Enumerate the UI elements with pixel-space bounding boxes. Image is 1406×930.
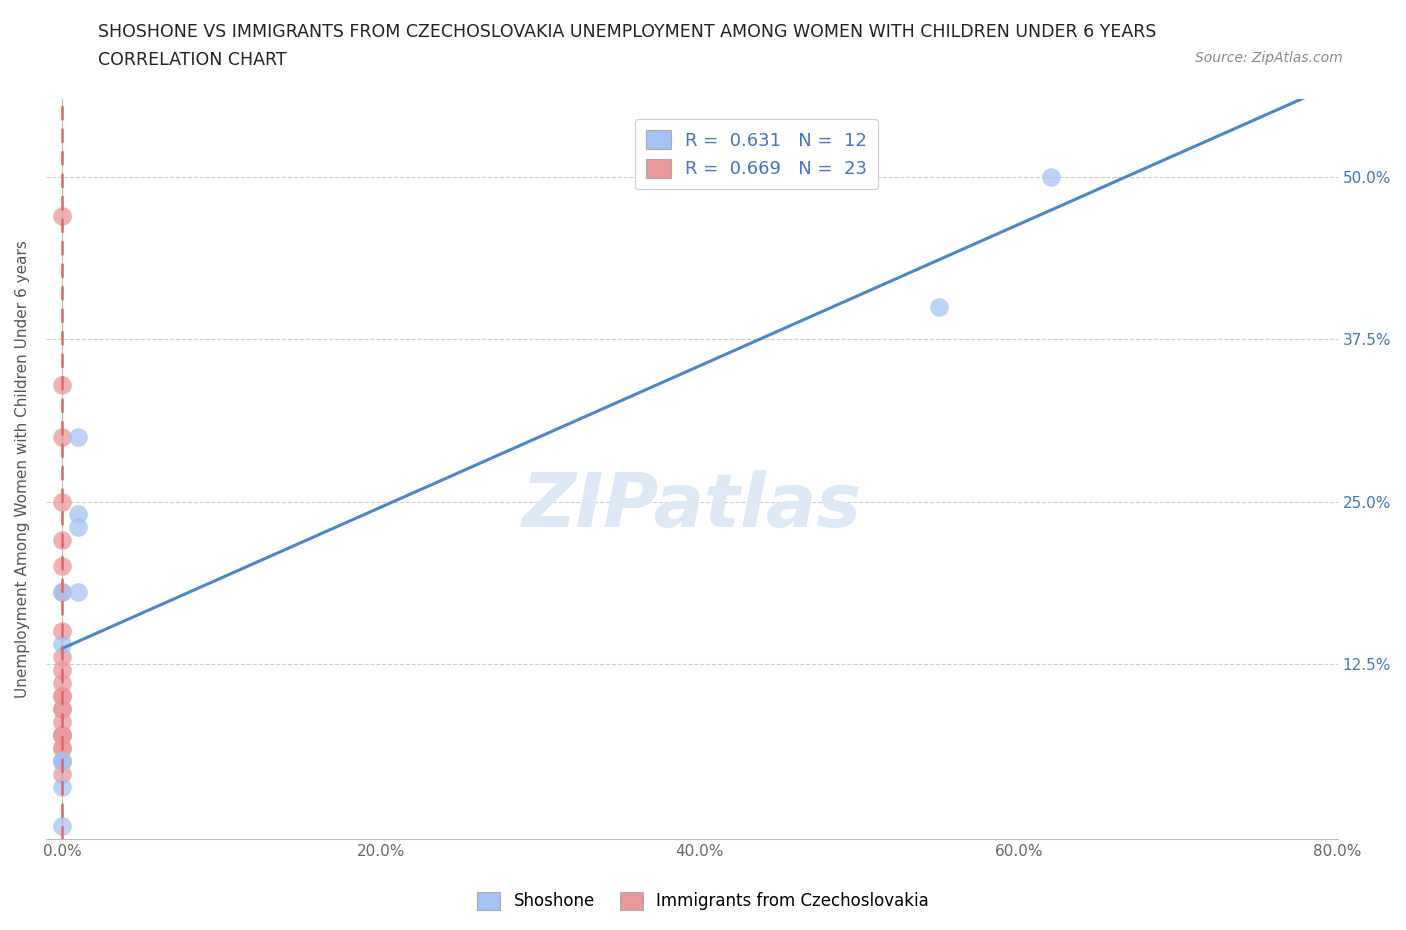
Point (51, 741, 73, 756)
Point (51, 378, 73, 392)
Point (51, 429, 73, 444)
Text: SHOSHONE VS IMMIGRANTS FROM CZECHOSLOVAKIA UNEMPLOYMENT AMONG WOMEN WITH CHILDRE: SHOSHONE VS IMMIGRANTS FROM CZECHOSLOVAK… (98, 23, 1157, 41)
Point (51, 819, 73, 834)
Point (1039, 169, 1062, 184)
Point (51, 754, 73, 769)
Text: ZIPatlas: ZIPatlas (522, 470, 862, 542)
Point (51, 676, 73, 691)
Text: Source: ZipAtlas.com: Source: ZipAtlas.com (1195, 51, 1343, 65)
Point (66, 507, 89, 522)
Point (51, 728, 73, 743)
Point (66, 585, 89, 600)
Point (51, 741, 73, 756)
Point (51, 637, 73, 652)
Text: CORRELATION CHART: CORRELATION CHART (98, 51, 287, 69)
Point (51, 494, 73, 509)
Point (66, 429, 89, 444)
Point (51, 663, 73, 678)
Point (51, 702, 73, 717)
Legend: R =  0.631   N =  12, R =  0.669   N =  23: R = 0.631 N = 12, R = 0.669 N = 23 (634, 119, 879, 190)
Point (51, 689, 73, 704)
Point (51, 585, 73, 600)
Y-axis label: Unemployment Among Women with Children Under 6 years: Unemployment Among Women with Children U… (15, 240, 30, 698)
Point (51, 728, 73, 743)
Point (51, 780, 73, 795)
Point (51, 585, 73, 600)
Point (51, 702, 73, 717)
Point (51, 208, 73, 223)
Point (66, 520, 89, 535)
Point (51, 559, 73, 574)
Point (51, 754, 73, 769)
Point (928, 299, 950, 314)
Point (51, 689, 73, 704)
Point (51, 767, 73, 782)
Point (51, 728, 73, 743)
Point (51, 533, 73, 548)
Point (51, 715, 73, 730)
Point (51, 624, 73, 639)
Legend: Shoshone, Immigrants from Czechoslovakia: Shoshone, Immigrants from Czechoslovakia (470, 885, 936, 917)
Point (51, 650, 73, 665)
Point (51, 754, 73, 769)
